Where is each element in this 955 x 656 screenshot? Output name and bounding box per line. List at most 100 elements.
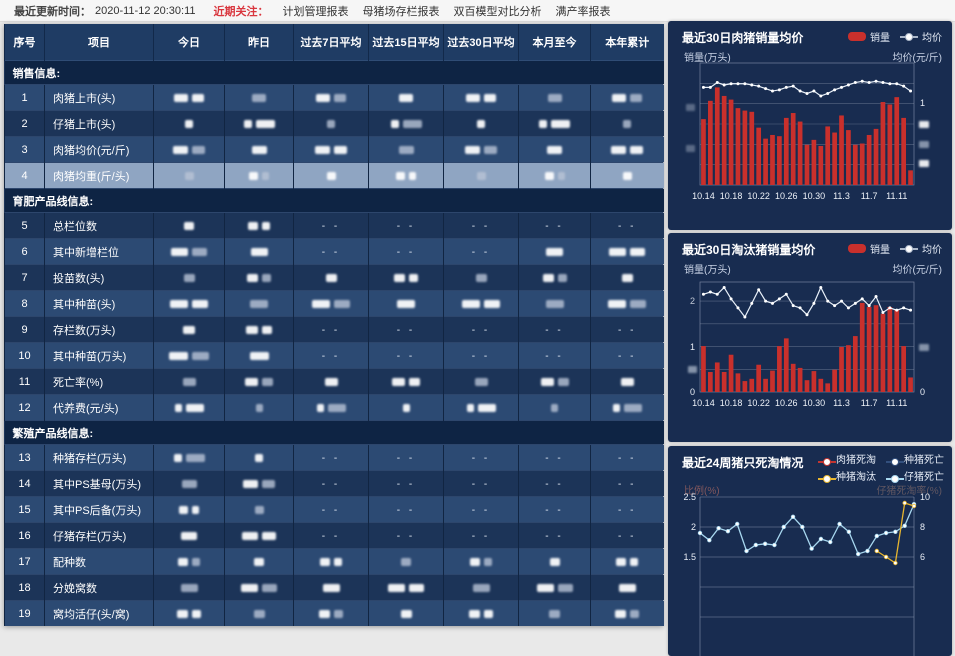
bar bbox=[811, 139, 817, 185]
bar bbox=[742, 381, 748, 392]
table-row[interactable]: 19 窝均活仔(头/窝) bbox=[4, 600, 664, 626]
cell-redacted-value bbox=[224, 444, 294, 471]
row-index: 6 bbox=[4, 238, 45, 265]
legend-item-肉猪死淘[interactable]: 肉猪死淘 bbox=[818, 451, 876, 466]
table-row[interactable]: 17 配种数 bbox=[4, 548, 664, 575]
table-row[interactable]: 12 代养费(元/头) bbox=[4, 394, 664, 421]
cell-redacted-value bbox=[224, 238, 294, 265]
right-axis-tick: 8 bbox=[920, 522, 926, 532]
redacted-value-block bbox=[557, 583, 573, 592]
legend-item-销量[interactable]: 销量 bbox=[848, 29, 890, 44]
legend-item-均价[interactable]: 均价 bbox=[900, 29, 942, 44]
cell-redacted-value bbox=[224, 212, 294, 239]
table-row[interactable]: 8 其中种苗(头) bbox=[4, 290, 664, 317]
legend-item-种猪死亡[interactable]: 种猪死亡 bbox=[886, 451, 944, 466]
no-data-dash: - - bbox=[545, 504, 564, 516]
redacted-value-block bbox=[546, 247, 563, 256]
redacted-value-block bbox=[250, 247, 268, 256]
legend-bar-icon bbox=[848, 244, 866, 253]
chart-title: 最近24周猪只死淘情况 bbox=[682, 456, 804, 470]
bar bbox=[880, 102, 886, 185]
redacted-value-block bbox=[192, 247, 207, 256]
no-data-dash: - - bbox=[618, 220, 637, 232]
redacted-value-block bbox=[185, 453, 205, 462]
table-row[interactable]: 7 投苗数(头) bbox=[4, 264, 664, 291]
redacted-value-block bbox=[409, 583, 424, 592]
y-axis-label-left: 比例(%) bbox=[684, 486, 720, 497]
no-data-dash: - - bbox=[321, 504, 341, 516]
table-row[interactable]: 10 其中种苗(万头) - - - - - - - - - - bbox=[4, 342, 664, 369]
cell-redacted-value bbox=[368, 84, 444, 111]
bar bbox=[901, 346, 906, 392]
redacted-value-block bbox=[170, 299, 188, 308]
redacted-value-block bbox=[612, 93, 627, 102]
table-row[interactable]: 2 仔猪上市(头) bbox=[4, 110, 664, 137]
table-row[interactable]: 9 存栏数(万头) - - - - - - - - - - bbox=[4, 316, 664, 343]
table-row[interactable]: 6 其中新增栏位 - - - - - - bbox=[4, 238, 664, 265]
cell-redacted-value bbox=[518, 368, 591, 395]
redacted-value-block bbox=[255, 453, 263, 462]
bar bbox=[832, 132, 837, 185]
y-axis-label-right: 均价(元/斤) bbox=[892, 265, 942, 276]
report-link-2[interactable]: 母猪场存栏报表 bbox=[362, 5, 440, 18]
redacted-value-block bbox=[409, 273, 418, 282]
series-line-仔猪死亡 bbox=[699, 503, 915, 555]
bar bbox=[790, 113, 796, 185]
legend-item-均价[interactable]: 均价 bbox=[900, 241, 942, 256]
chart-canvas[interactable] bbox=[668, 233, 952, 442]
cell-redacted-value bbox=[293, 548, 369, 575]
right-axis-tick: 6 bbox=[920, 552, 926, 562]
cell-no-data: - - bbox=[443, 316, 519, 343]
redacted-value-block bbox=[334, 609, 343, 618]
cell-redacted-value bbox=[368, 368, 444, 395]
table-row[interactable]: 11 死亡率(%) bbox=[4, 368, 664, 395]
redacted-value-block bbox=[184, 221, 194, 230]
report-link-1[interactable]: 计划管理报表 bbox=[282, 5, 349, 18]
cell-redacted-value bbox=[368, 264, 444, 291]
chart-canvas[interactable] bbox=[668, 446, 952, 656]
cell-redacted-value bbox=[368, 394, 444, 421]
table-row[interactable]: 15 其中PS后备(万头) - - - - - - - - - - bbox=[4, 496, 664, 523]
redacted-axis-label bbox=[919, 140, 929, 148]
cell-redacted-value bbox=[153, 264, 225, 291]
redacted-value-block bbox=[620, 377, 634, 386]
item-name: 肉猪均重(斤/头) bbox=[44, 162, 154, 189]
redacted-value-block bbox=[547, 145, 562, 154]
right-axis-tick: 0 bbox=[920, 387, 926, 397]
bar bbox=[846, 130, 851, 185]
table-row[interactable]: 18 分娩窝数 bbox=[4, 574, 664, 601]
table-row[interactable]: 4 肉猪均重(斤/头) bbox=[4, 162, 664, 189]
cell-redacted-value bbox=[153, 162, 225, 189]
report-link-3[interactable]: 双百模型对比分析 bbox=[453, 5, 542, 18]
redacted-axis-label bbox=[686, 145, 695, 153]
table-row[interactable]: 13 种猪存栏(万头) - - - - - - - - - - bbox=[4, 444, 664, 471]
report-link-4[interactable]: 满产率报表 bbox=[555, 5, 611, 18]
legend-item-种猪淘汰[interactable]: 种猪淘汰 bbox=[818, 468, 876, 483]
section-label: 繁殖产品线信息: bbox=[4, 420, 664, 445]
redacted-value-block bbox=[484, 145, 497, 154]
no-data-dash: - - bbox=[471, 504, 491, 516]
legend-item-销量[interactable]: 销量 bbox=[848, 241, 890, 256]
redacted-value-block bbox=[312, 299, 330, 308]
table-row[interactable]: 3 肉猪均价(元/斤) bbox=[4, 136, 664, 163]
item-name: 其中种苗(头) bbox=[44, 290, 154, 317]
table-row[interactable]: 14 其中PS基母(万头) - - - - - - - - - - bbox=[4, 470, 664, 497]
cell-redacted-value bbox=[293, 162, 369, 189]
cell-redacted-value bbox=[590, 394, 664, 421]
cell-no-data: - - bbox=[518, 342, 591, 369]
redacted-value-block bbox=[547, 93, 562, 102]
table-row[interactable]: 16 仔猪存栏(万头) - - - - - - - - - - bbox=[4, 522, 664, 549]
bar bbox=[804, 144, 810, 185]
cell-no-data: - - bbox=[590, 342, 664, 369]
table-row[interactable]: 5 总栏位数 - - - - - - - - - - bbox=[4, 212, 664, 239]
x-axis-tick: 10.14 bbox=[692, 191, 715, 201]
cell-redacted-value bbox=[518, 264, 591, 291]
bar bbox=[859, 143, 865, 185]
cell-redacted-value bbox=[518, 162, 591, 189]
legend-item-仔猪死亡[interactable]: 仔猪死亡 bbox=[886, 468, 944, 483]
chart-canvas[interactable] bbox=[668, 21, 952, 230]
redacted-value-block bbox=[171, 247, 188, 256]
table-row[interactable]: 1 肉猪上市(头) bbox=[4, 84, 664, 111]
redacted-value-block bbox=[397, 299, 415, 308]
bar bbox=[873, 305, 879, 392]
